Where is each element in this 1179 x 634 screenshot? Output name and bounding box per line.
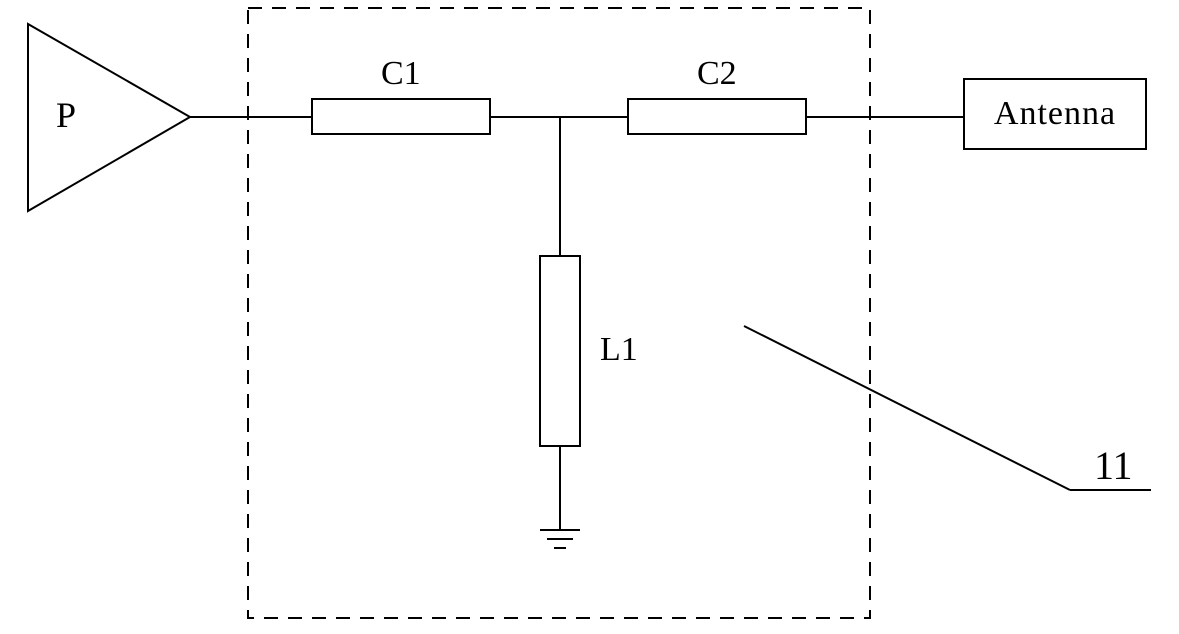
c2-label: C2 <box>697 55 737 93</box>
callout-label: 11 <box>1094 442 1133 489</box>
amplifier-triangle <box>28 24 190 211</box>
c2-component <box>628 99 806 134</box>
l1-label: L1 <box>600 331 638 369</box>
c1-component <box>312 99 490 134</box>
callout-leader <box>744 326 1070 490</box>
antenna-label: Antenna <box>964 79 1146 149</box>
circuit-diagram: P C1 C2 L1 Antenna 11 <box>0 0 1179 634</box>
amplifier-label: P <box>56 94 76 136</box>
c1-label: C1 <box>381 55 421 93</box>
l1-component <box>540 256 580 446</box>
